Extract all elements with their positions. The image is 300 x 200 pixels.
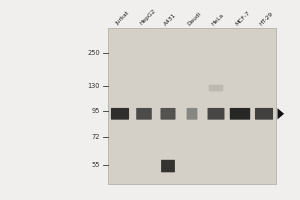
FancyBboxPatch shape — [187, 108, 197, 120]
Text: 250: 250 — [88, 50, 100, 56]
FancyBboxPatch shape — [230, 108, 250, 120]
Text: A431: A431 — [163, 12, 177, 26]
FancyBboxPatch shape — [255, 108, 273, 120]
Text: HeLa: HeLa — [211, 12, 225, 26]
FancyBboxPatch shape — [209, 85, 223, 91]
Text: 55: 55 — [92, 162, 100, 168]
Text: Daudi: Daudi — [187, 11, 203, 26]
FancyBboxPatch shape — [160, 108, 175, 120]
Bar — [108, 28, 276, 184]
FancyBboxPatch shape — [161, 160, 175, 172]
Text: Jurkat: Jurkat — [115, 11, 130, 26]
FancyBboxPatch shape — [111, 108, 129, 120]
Text: MCF-7: MCF-7 — [235, 10, 252, 26]
Text: 130: 130 — [88, 83, 100, 89]
Text: HepG2: HepG2 — [139, 8, 157, 26]
Polygon shape — [278, 108, 284, 119]
Text: HT-29: HT-29 — [259, 11, 274, 26]
Text: 72: 72 — [92, 134, 100, 140]
FancyBboxPatch shape — [208, 108, 224, 120]
FancyBboxPatch shape — [136, 108, 152, 120]
Text: 95: 95 — [92, 108, 100, 114]
